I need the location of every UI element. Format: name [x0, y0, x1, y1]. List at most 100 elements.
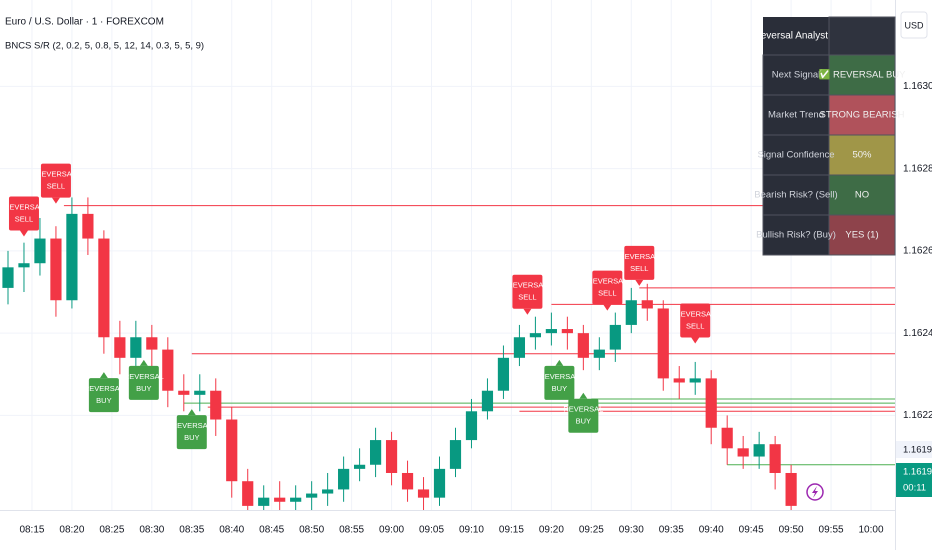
- candle-body: [130, 337, 142, 358]
- table-header-cell: [828, 16, 896, 56]
- signal-text: REVERSAL: [587, 277, 627, 286]
- x-tick-label: 09:10: [459, 525, 484, 536]
- x-tick-label: 08:40: [219, 525, 244, 536]
- signal-pointer: [603, 304, 612, 311]
- table-cell: [828, 174, 896, 216]
- signal-label: REVERSAL BUY: [84, 372, 124, 413]
- signal-box: [680, 303, 711, 338]
- signal-label: REVERSAL SELL: [4, 196, 44, 237]
- signal-pointer: [99, 372, 108, 379]
- candle-body: [401, 472, 414, 490]
- candle-body: [66, 213, 78, 301]
- candle-body: [34, 238, 46, 264]
- signal-text: REVERSAL: [619, 252, 659, 261]
- x-tick-label: 09:15: [499, 525, 524, 536]
- candle-body: [753, 444, 765, 457]
- candle-body: [721, 427, 733, 449]
- candle-body: [162, 349, 174, 391]
- signal-label: REVERSAL SELL: [36, 163, 76, 204]
- signal-pointer: [635, 279, 644, 286]
- table-label: Signal Confidence: [757, 150, 834, 161]
- candle-body: [785, 472, 797, 506]
- table-value: YES (1): [845, 230, 878, 241]
- x-tick-label: 09:05: [419, 525, 444, 536]
- alert-bolt: [812, 486, 818, 498]
- candle-body: [322, 489, 334, 494]
- table-cell: [828, 214, 896, 256]
- table-value: NO: [855, 190, 869, 201]
- candle-body: [369, 440, 382, 465]
- candle-body: [417, 489, 430, 498]
- price-tag: 1.16197: [903, 445, 932, 456]
- signal-text: REVERSAL: [4, 203, 44, 212]
- signal-box: [40, 163, 71, 198]
- x-tick-label: 08:45: [259, 525, 284, 536]
- grid: [0, 0, 895, 510]
- signal-box: [88, 378, 119, 413]
- x-tick-label: 09:40: [699, 525, 724, 536]
- candle-body: [226, 419, 238, 482]
- x-tick-label: 08:15: [19, 525, 44, 536]
- signal-text: REVERSAL: [84, 384, 124, 393]
- x-tick-label: 09:45: [739, 525, 764, 536]
- candle-body: [641, 300, 653, 309]
- candle-body: [673, 378, 685, 383]
- signal-label: REVERSAL BUY: [172, 409, 212, 450]
- candle-body: [338, 468, 350, 490]
- last-price: 1.16195: [903, 467, 932, 478]
- signal-text: BUY: [576, 417, 591, 426]
- x-tick-label: 09:30: [619, 525, 644, 536]
- x-tick-label: 08:50: [299, 525, 324, 536]
- signal-box: [8, 196, 39, 231]
- signal-text: REVERSAL: [507, 281, 547, 290]
- signal-text: SELL: [630, 264, 648, 273]
- candle-body: [481, 390, 494, 412]
- table-label: Market Trend: [768, 110, 824, 121]
- candle-body: [354, 464, 366, 469]
- signal-pointer: [187, 409, 196, 416]
- currency-button[interactable]: [900, 11, 928, 39]
- y-tick-label: 1.16280: [903, 163, 932, 174]
- signal-box: [624, 245, 655, 280]
- candle-body: [545, 329, 557, 334]
- signal-text: REVERSAL: [124, 372, 164, 381]
- x-tick-label: 08:30: [139, 525, 164, 536]
- candle-body: [385, 440, 398, 473]
- signal-pointer: [691, 337, 700, 344]
- candle-body: [210, 390, 222, 420]
- candle-body: [465, 411, 478, 441]
- candle-body: [178, 390, 190, 395]
- signal-box: [568, 398, 599, 433]
- candle-body: [625, 300, 637, 325]
- signal-label: REVERSAL SELL: [507, 274, 547, 315]
- x-tick-label: 09:20: [539, 525, 564, 536]
- price-tag-box: [896, 441, 932, 458]
- signal-pointer: [51, 197, 60, 204]
- x-tick-label: 09:50: [779, 525, 804, 536]
- candle-body: [577, 333, 589, 358]
- table-label: Bullish Risk? (Buy): [756, 230, 836, 241]
- signal-label: REVERSAL BUY: [539, 359, 579, 400]
- signal-text: BUY: [96, 396, 111, 405]
- table-cell: [828, 134, 896, 176]
- x-tick-label: 08:55: [339, 525, 364, 536]
- candle-body: [82, 213, 94, 239]
- table-header: BNCS Reversal Analyst: [763, 31, 828, 42]
- signal-pointer: [139, 359, 148, 366]
- signal-text: REVERSAL: [36, 170, 76, 179]
- signal-box: [176, 415, 207, 450]
- signal-box: [544, 365, 575, 400]
- x-tick-label: 09:25: [579, 525, 604, 536]
- x-tick-label: 09:55: [819, 525, 844, 536]
- signal-box: [128, 365, 159, 400]
- candle-body: [114, 337, 126, 358]
- candle-body: [529, 333, 541, 338]
- candle-body: [609, 324, 621, 350]
- candle-body: [513, 337, 526, 358]
- signal-text: SELL: [598, 289, 616, 298]
- candle-body: [449, 440, 462, 469]
- signal-text: BUY: [184, 433, 199, 442]
- table-label: Bearish Risk? (Sell): [754, 190, 837, 201]
